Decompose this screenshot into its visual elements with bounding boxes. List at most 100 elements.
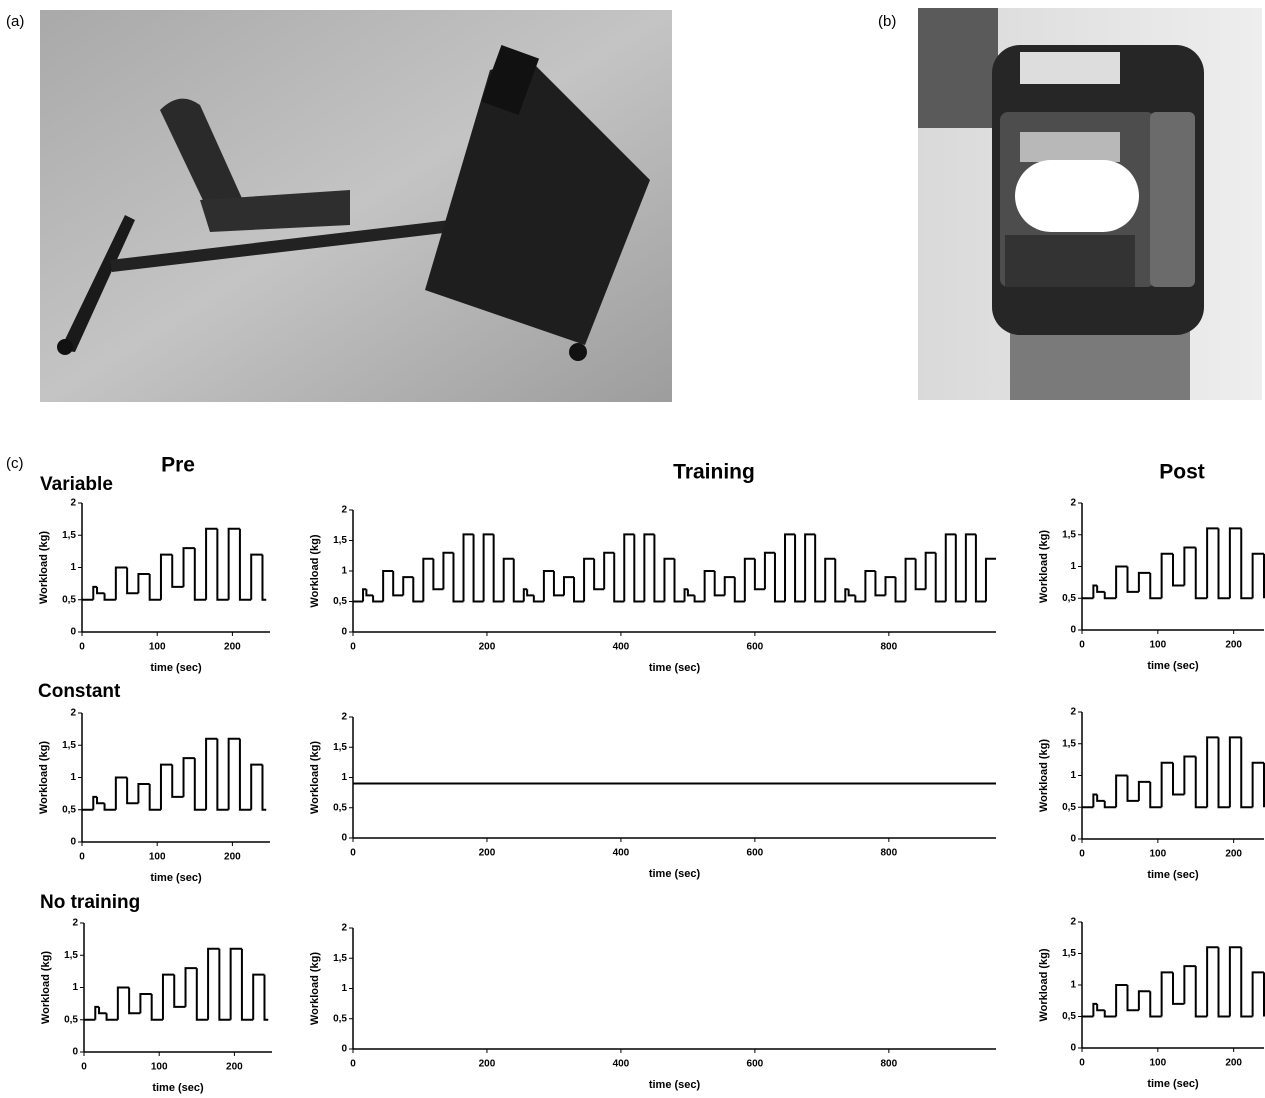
y-tick-label: 0,5 [62,594,76,605]
workload-line [512,558,524,603]
workload-line [542,570,554,602]
workload-line [1172,553,1185,587]
workload-line [128,987,141,1015]
workload-line [1206,736,1219,808]
workload-line [573,577,585,603]
workload-line [1194,966,1208,1018]
y-tick-label: 0 [72,1047,78,1058]
y-tick-label: 1 [72,982,78,993]
workload-line [492,534,504,603]
workload-line [1115,984,1128,1017]
workload-line [552,571,564,597]
workload-line [1251,971,1264,1017]
workload-line [1183,965,1196,1004]
workload-line [1137,990,1151,1011]
y-tick-label: 0,5 [64,1014,78,1025]
y-tick-label: 1,5 [62,740,76,751]
y-tick-label: 1,5 [1062,529,1076,540]
workload-line [116,986,130,1020]
workload-line [1092,584,1098,599]
y-tick-label: 0,5 [333,596,347,607]
workload-line [261,554,267,601]
workload-line [250,763,263,810]
workload-line [92,585,98,600]
workload-line [1240,947,1253,1018]
workload-line [1137,780,1151,801]
x-axis-label: time (sec) [1147,869,1199,881]
workload-line [1126,566,1139,593]
y-axis-label: Workload (kg) [309,952,321,1025]
y-tick-label: 1 [1070,561,1076,572]
y-axis-label: Workload (kg) [38,531,50,604]
workload-line [103,593,116,601]
workload-line [663,557,675,602]
workload-line [207,947,220,1020]
x-tick-label: 400 [613,848,630,859]
y-tick-label: 1,5 [333,742,347,753]
x-axis-label: time (sec) [150,872,202,884]
workload-line [1149,781,1162,809]
workload-line [229,947,242,1020]
y-tick-label: 1 [1070,980,1076,991]
y-tick-label: 1 [70,562,76,573]
workload-line [1240,737,1253,809]
workload-line [502,557,514,602]
workload-line [92,795,98,810]
workload-line [422,557,434,602]
workload-line [693,595,705,603]
workload-line [1160,761,1173,808]
y-tick-label: 0 [341,627,347,638]
x-tick-label: 800 [880,642,897,653]
x-tick-label: 200 [224,642,241,653]
photo-console [918,8,1262,400]
y-tick-label: 2 [341,923,347,934]
workload-line [794,534,806,603]
workload-line [824,557,836,602]
y-axis-label: Workload (kg) [1038,739,1050,812]
workload-line [874,571,886,597]
workload-line [472,534,484,603]
workload-line [126,777,139,805]
workload-line [743,557,755,602]
workload-line [482,533,494,602]
workload-line [392,571,404,597]
x-tick-label: 200 [479,1059,496,1070]
workload-line [227,737,240,810]
workload-line [1206,946,1219,1017]
y-tick-label: 0,5 [1062,1011,1076,1022]
y-tick-label: 2 [1070,707,1076,718]
workload-line [713,571,725,597]
x-tick-label: 600 [747,848,764,859]
x-tick-label: 100 [151,1062,168,1073]
x-axis-label: time (sec) [649,662,701,674]
workload-line [633,534,645,603]
workload-line [1149,991,1162,1018]
workload-line [914,558,926,591]
workload-line [205,737,218,810]
column-title: Post [1159,461,1205,484]
workload-line [854,595,866,603]
column-title: Training [673,461,755,484]
workload-line [216,528,229,601]
x-tick-label: 0 [79,642,85,653]
x-tick-label: 0 [350,848,356,859]
x-tick-label: 200 [1225,1058,1242,1069]
workload-line [263,974,269,1021]
x-tick-label: 600 [747,1059,764,1070]
row-label: No training [40,892,140,913]
y-tick-label: 0 [341,833,347,844]
workload-line [372,595,384,603]
workload-line [193,548,207,601]
workload-line [643,533,655,602]
workload-line [1172,972,1185,1005]
workload-line [218,948,231,1021]
workload-line [723,576,735,596]
workload-line [944,533,956,602]
y-tick-label: 1 [341,772,347,783]
y-tick-label: 0,5 [1062,802,1076,813]
workload-line [1137,571,1151,592]
y-tick-label: 0 [1070,1043,1076,1054]
y-tick-label: 1,5 [1062,948,1076,959]
x-tick-label: 400 [613,1059,630,1070]
